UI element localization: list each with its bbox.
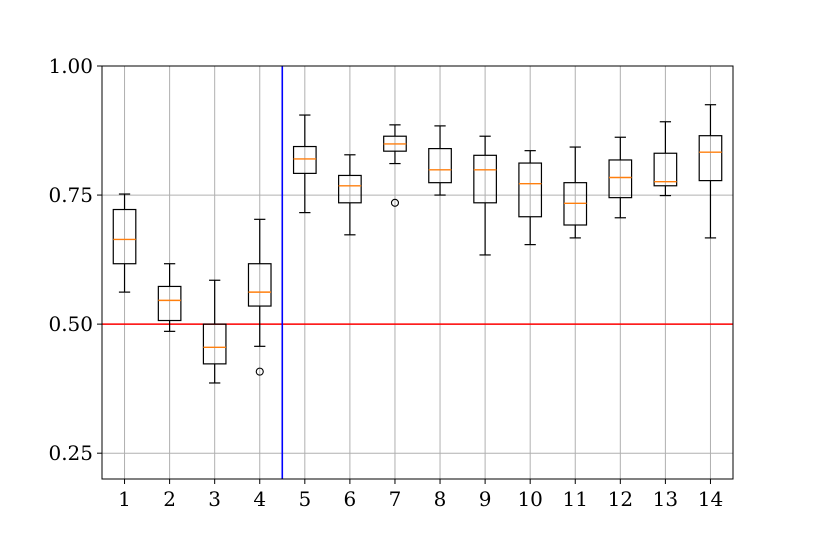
outlier-point <box>255 367 264 376</box>
box-body <box>653 152 678 187</box>
reference-lines <box>102 66 733 479</box>
x-tick-label-7: 7 <box>389 487 402 511</box>
box-13 <box>653 121 678 197</box>
box-body <box>473 154 497 204</box>
box-12 <box>608 136 633 219</box>
box-6 <box>338 154 362 236</box>
box-10 <box>518 150 543 246</box>
box-body <box>608 159 633 199</box>
x-tick-label-13: 13 <box>653 487 678 511</box>
box-4 <box>247 218 272 376</box>
plot-frame <box>101 65 734 480</box>
y-tick-label-0: 0.25 <box>48 441 93 465</box>
x-tick-label-11: 11 <box>563 487 588 511</box>
x-tick-label-10: 10 <box>517 487 542 511</box>
box-2 <box>157 263 182 332</box>
x-tick-label-14: 14 <box>698 487 723 511</box>
x-tick-label-3: 3 <box>208 487 221 511</box>
box-body <box>112 208 137 265</box>
x-tick-label-8: 8 <box>434 487 447 511</box>
x-tick-label-4: 4 <box>253 487 266 511</box>
x-tick-label-5: 5 <box>298 487 311 511</box>
box-14 <box>698 104 723 239</box>
box-8 <box>428 125 452 196</box>
tick-labels: 1 2 3 4 5 6 7 8 9 10 11 12 13 140.250.500.751.00 <box>48 54 723 511</box>
box-body <box>202 323 227 365</box>
box-body <box>518 162 543 218</box>
box-9 <box>473 135 497 256</box>
boxes <box>112 104 723 384</box>
box-body <box>428 148 452 184</box>
box-body <box>247 263 272 307</box>
box-1 <box>112 193 137 293</box>
box-body <box>698 135 723 182</box>
grid-lines <box>102 65 733 479</box>
y-tick-label-1: 0.50 <box>48 312 93 336</box>
box-3 <box>202 279 227 384</box>
box-body <box>157 285 182 322</box>
box-body <box>338 174 362 204</box>
tick-marks <box>97 65 711 484</box>
box-5 <box>292 114 317 214</box>
y-tick-label-3: 1.00 <box>48 54 93 78</box>
y-tick-label-2: 0.75 <box>48 183 93 207</box>
x-tick-label-12: 12 <box>608 487 633 511</box>
x-tick-label-9: 9 <box>479 487 492 511</box>
x-tick-label-6: 6 <box>344 487 357 511</box>
box-11 <box>563 146 588 239</box>
x-tick-label-2: 2 <box>163 487 176 511</box>
box-body <box>292 145 317 174</box>
outlier-point <box>390 198 400 207</box>
x-tick-label-1: 1 <box>118 487 131 511</box>
box-7 <box>383 124 407 207</box>
